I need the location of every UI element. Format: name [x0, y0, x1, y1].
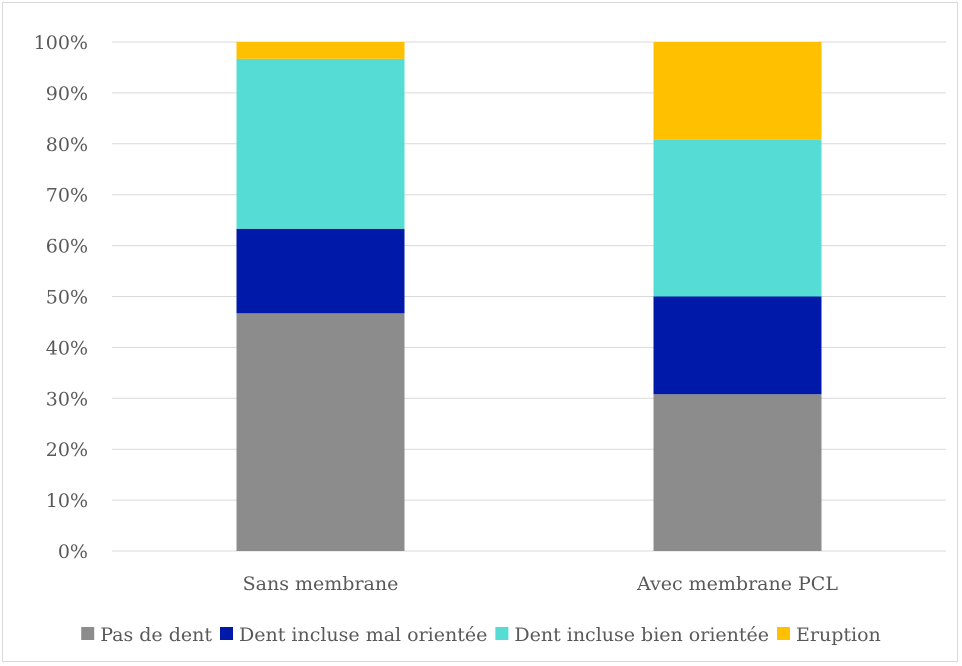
y-tick-label: 90%: [46, 83, 88, 105]
legend-label: Dent incluse mal orientée: [239, 624, 487, 646]
legend-label: Pas de dent: [100, 624, 212, 646]
bars: [236, 42, 822, 551]
y-tick-label: 40%: [46, 337, 88, 359]
legend-label: Eruption: [796, 624, 881, 646]
bar-segment-4-category-1: [236, 42, 405, 59]
y-tick-label: 20%: [46, 439, 88, 461]
y-tick-label: 80%: [46, 134, 88, 156]
bar-segment-1-category-2: [653, 394, 822, 551]
y-tick-label: 70%: [46, 185, 88, 207]
legend-swatch: [81, 627, 95, 640]
x-category-label: Sans membrane: [243, 573, 399, 595]
legend-label: Dent incluse bien orientée: [514, 624, 769, 646]
bar-segment-2-category-2: [653, 296, 822, 395]
y-tick-label: 50%: [46, 287, 88, 309]
bar-segment-4-category-2: [653, 42, 822, 140]
bar-segment-3-category-2: [653, 139, 822, 297]
x-category-label: Avec membrane PCL: [636, 573, 838, 595]
y-tick-label: 30%: [46, 388, 88, 410]
bar-segment-1-category-1: [236, 313, 405, 551]
y-axis-ticks: 0% 10% 20% 30% 40% 50% 60% 70% 80% 90% 100%: [34, 32, 88, 563]
y-tick-label: 100%: [34, 32, 88, 54]
bar-segment-3-category-1: [236, 58, 405, 229]
y-tick-label: 0%: [58, 541, 88, 563]
y-tick-label: 10%: [46, 490, 88, 512]
legend: Pas de dent Dent incluse mal orientée Dent…: [81, 624, 881, 646]
x-axis-labels: Sans membrane Avec membrane PCL: [243, 573, 839, 595]
legend-swatch: [777, 627, 791, 640]
legend-swatch: [495, 627, 509, 640]
legend-swatch: [220, 627, 234, 640]
y-tick-label: 60%: [46, 236, 88, 258]
bar-segment-2-category-1: [236, 228, 405, 314]
